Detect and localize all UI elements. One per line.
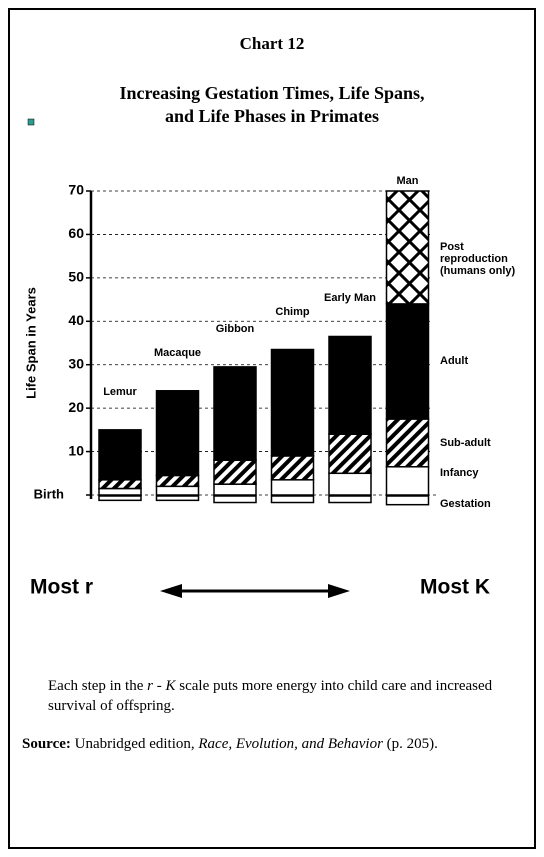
bar-segment bbox=[213, 366, 257, 462]
left-label: Most r bbox=[30, 576, 93, 599]
legend-label: Post reproduction (humans only) bbox=[440, 241, 516, 278]
y-tick-label: 50 bbox=[68, 269, 84, 285]
bar-segment bbox=[155, 495, 200, 502]
caption-text: Each step in the bbox=[48, 678, 148, 694]
source-label: Source: bbox=[22, 736, 71, 752]
caption-text: r bbox=[147, 678, 153, 694]
category-label: Man bbox=[396, 175, 419, 187]
bar-segment bbox=[98, 429, 142, 481]
page-frame bbox=[8, 8, 536, 849]
bullet-icon bbox=[27, 118, 35, 126]
bar-segment bbox=[385, 303, 430, 420]
bar-segment bbox=[155, 485, 200, 496]
legend-label: Infancy bbox=[440, 466, 479, 479]
source-text: (p. 205). bbox=[382, 736, 438, 752]
bar-segment bbox=[328, 433, 372, 475]
bar-segment bbox=[98, 487, 142, 496]
bar-segment bbox=[98, 495, 142, 502]
legend-label: Adult bbox=[440, 355, 469, 368]
bar-segment bbox=[328, 335, 372, 435]
right-label: Most K bbox=[420, 576, 490, 599]
category-label-box: Chimp bbox=[275, 305, 310, 318]
category-label: Macaque bbox=[153, 346, 202, 359]
bar-segment bbox=[328, 472, 372, 496]
legend-label-box: Sub-adult bbox=[440, 436, 491, 449]
bar-segment bbox=[270, 479, 315, 496]
chart-number: Chart 12 bbox=[240, 34, 305, 53]
legend-label-box: Gestation bbox=[440, 498, 491, 510]
category-label: Early Man bbox=[324, 292, 376, 305]
y-axis-label: Life Span in Years bbox=[23, 287, 38, 399]
bar-segment bbox=[328, 495, 372, 504]
caption-text: - bbox=[152, 678, 166, 694]
legend-label: Gestation bbox=[440, 498, 491, 510]
legend-label-box: Post reproduction (humans only) bbox=[440, 241, 516, 278]
y-tick-label: 70 bbox=[68, 182, 84, 198]
bar-segment bbox=[213, 495, 257, 504]
y-tick-label: 40 bbox=[68, 312, 84, 328]
caption-text: scale puts more energy into child care a… bbox=[48, 678, 493, 714]
category-label: Chimp bbox=[275, 305, 310, 318]
bar-segment bbox=[385, 466, 430, 496]
category-label: Lemur bbox=[103, 385, 137, 398]
bar-segment bbox=[270, 495, 315, 504]
bar-segment bbox=[155, 390, 200, 477]
chart-title: Increasing Gestation Times, Life Spans, bbox=[119, 83, 424, 103]
y-tick-label: 10 bbox=[68, 442, 84, 458]
bar-segment bbox=[213, 483, 257, 496]
bar-segment bbox=[155, 474, 200, 488]
chart-title-line2: and Life Phases in Primates bbox=[165, 106, 379, 126]
category-label-box: Early Man bbox=[324, 292, 376, 305]
y-tick-label: 20 bbox=[68, 399, 84, 415]
caption-text: K bbox=[165, 678, 176, 694]
bar-segment bbox=[270, 455, 315, 481]
source: Source: Unabridged edition, Race, Evolut… bbox=[22, 736, 532, 753]
caption: Each step in the r - K scale puts more e… bbox=[48, 676, 518, 716]
y-tick-label: 60 bbox=[68, 225, 84, 241]
bar-segment bbox=[385, 190, 430, 305]
legend-label-box: Adult bbox=[440, 355, 469, 368]
y-tick-label: Birth bbox=[34, 486, 64, 501]
bar-segment bbox=[98, 479, 142, 490]
double-arrow bbox=[160, 584, 350, 598]
category-label-box: Macaque bbox=[153, 346, 202, 359]
bar-segment bbox=[213, 459, 257, 485]
bar-segment bbox=[270, 348, 315, 457]
category-label-box: Gibbon bbox=[215, 322, 255, 335]
category-label-box: Lemur bbox=[103, 385, 137, 398]
bar-segment bbox=[385, 495, 430, 506]
category-label-box: Man bbox=[396, 175, 419, 187]
category-label: Gibbon bbox=[215, 322, 255, 335]
source-title: Race, Evolution, and Behavior bbox=[198, 736, 383, 752]
y-tick-label: 30 bbox=[68, 355, 84, 371]
source-text: Unabridged edition, bbox=[70, 736, 199, 752]
bar-segment bbox=[385, 418, 430, 468]
legend-label-box: Infancy bbox=[440, 466, 479, 479]
legend-label: Sub-adult bbox=[440, 436, 491, 449]
